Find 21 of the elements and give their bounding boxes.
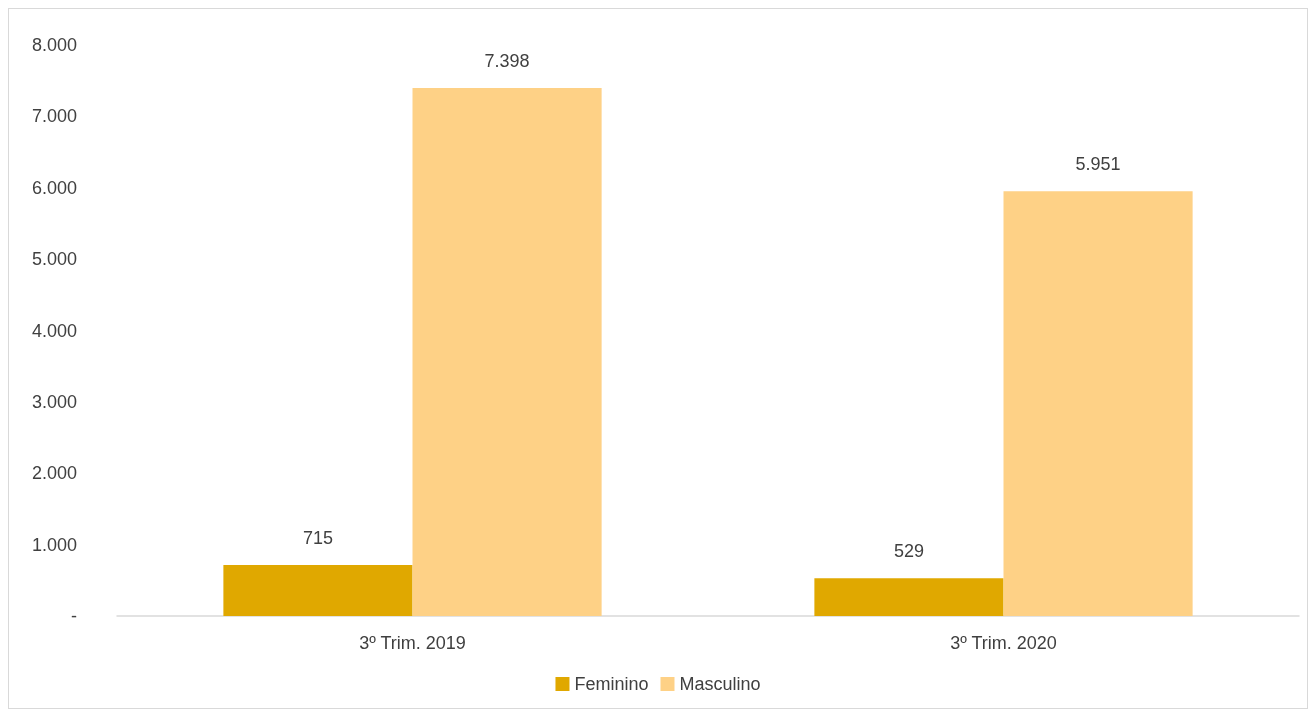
y-tick-label: - (71, 606, 77, 626)
data-label: 5.951 (1075, 154, 1121, 175)
y-tick-label: 4.000 (31, 320, 77, 341)
y-tick-label: 3.000 (31, 391, 77, 412)
data-label: 7.398 (484, 50, 530, 71)
x-tick-label: 3º Trim. 2020 (950, 633, 1057, 653)
bar (1003, 191, 1193, 616)
legend-label: Masculino (679, 674, 761, 694)
data-label: 715 (302, 527, 333, 548)
data-label: 529 (893, 541, 924, 562)
bar (412, 87, 602, 616)
y-tick-label: 6.000 (31, 177, 77, 198)
y-tick-label: 1.000 (31, 534, 77, 555)
x-tick-label: 3º Trim. 2019 (359, 633, 466, 653)
y-tick-label: 7.000 (31, 106, 77, 127)
y-tick-label: 2.000 (31, 463, 77, 484)
y-tick-label: 5.000 (31, 249, 77, 270)
bar (814, 578, 1004, 616)
legend-label: Feminino (574, 674, 649, 694)
y-tick-label: 8.000 (31, 35, 77, 55)
bar (223, 564, 413, 616)
